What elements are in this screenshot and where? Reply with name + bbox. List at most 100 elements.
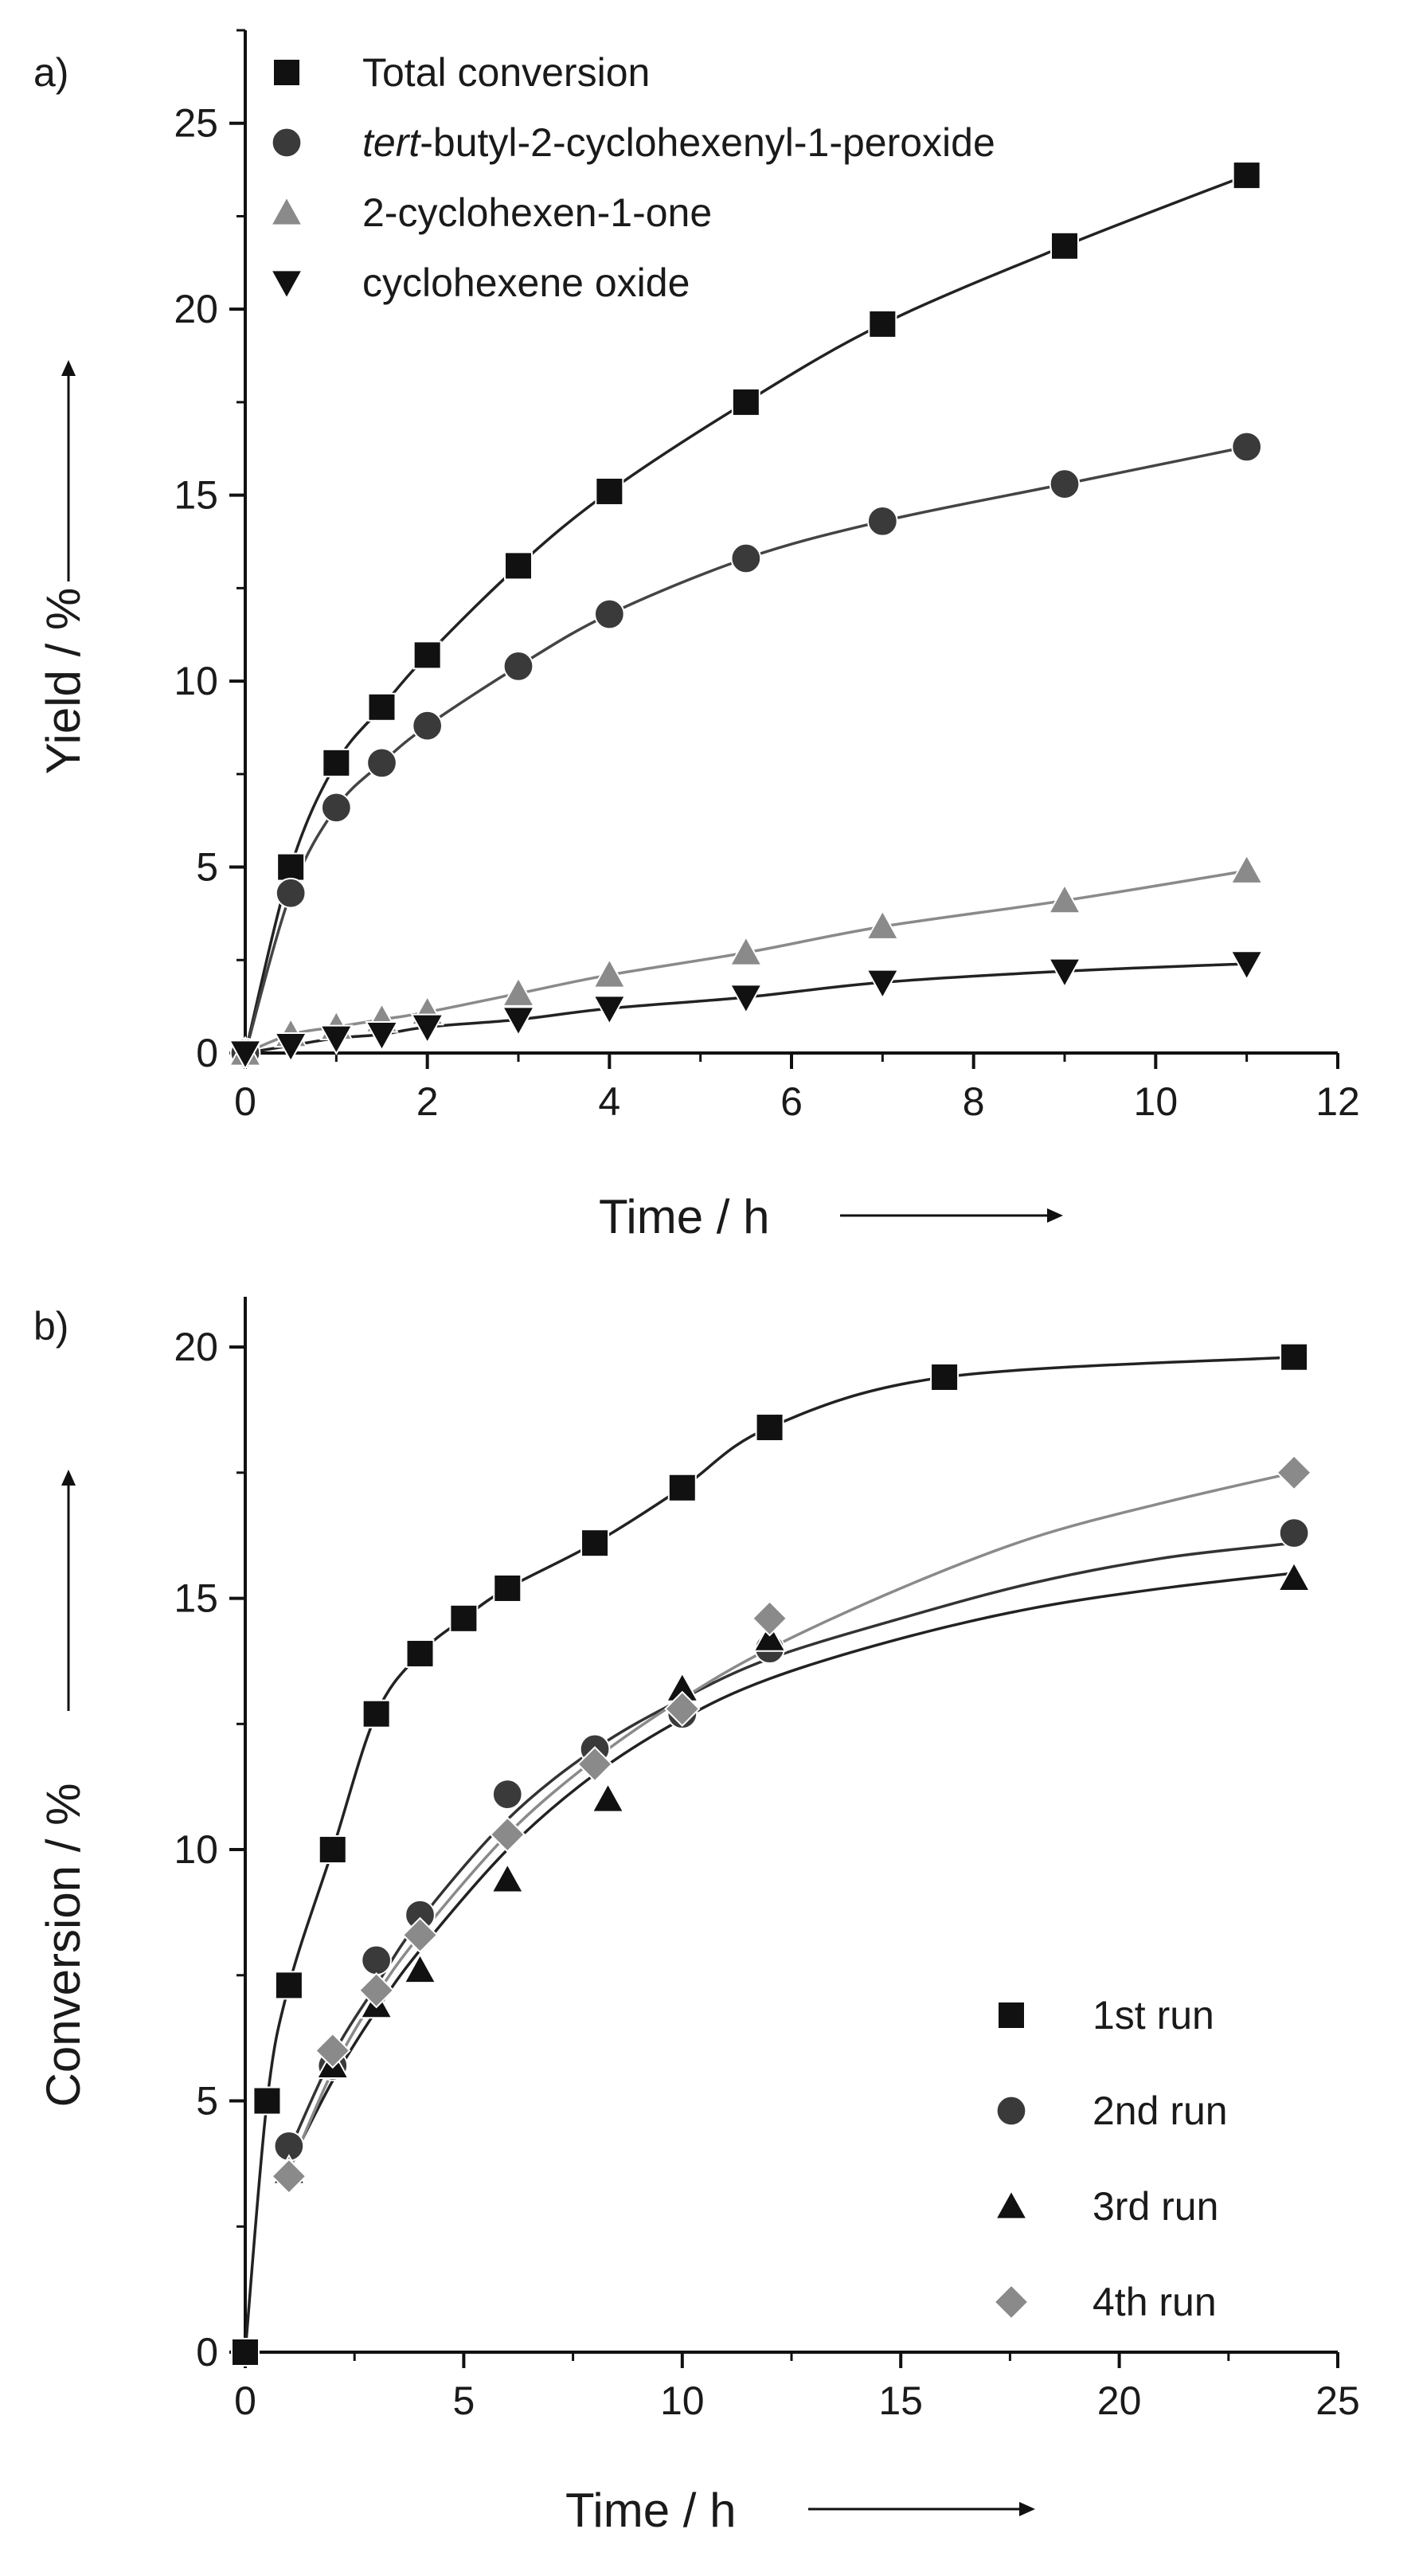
- panel-a-series-3-point: [592, 957, 627, 989]
- panel-b-x-tick-label: 10: [660, 2378, 705, 2423]
- panel-b-series-1-point: [449, 1603, 479, 1633]
- panel-b-series-3-point: [1276, 1560, 1311, 1591]
- panel-b-series-1-point: [274, 1971, 303, 2000]
- panel-b-axis-arrows: [61, 1470, 1035, 2516]
- panel-b-series-1-point: [755, 1413, 784, 1443]
- panel-b-series-1-point: [318, 1835, 347, 1865]
- panel-b-series-2-point: [491, 1779, 523, 1811]
- panel-a-x-tick-label: 12: [1315, 1079, 1360, 1124]
- panel-b-markers: [231, 1342, 1312, 2367]
- panel-a-legend: Total conversion tert-butyl-2-cyclohexeny…: [269, 50, 995, 305]
- panel-b-series-3-point: [491, 1862, 525, 1893]
- panel-b-series-1-point: [1280, 1342, 1309, 1372]
- panel-b-legend-marker-4: [993, 2284, 1030, 2320]
- panel-b-x-tick-label: 0: [234, 2378, 256, 2423]
- panel-a-legend-label-3: 2-cyclohexen-1-one: [362, 190, 712, 235]
- panel-b-x-tick-label: 25: [1315, 2378, 1360, 2423]
- panel-a-series-2-point: [866, 505, 898, 537]
- panel-a-series-4-point: [1047, 957, 1082, 989]
- panel-a-series-1-point: [1050, 231, 1079, 260]
- panel-a-series-4-point: [410, 1013, 444, 1044]
- panel-a-x-tick-label: 0: [234, 1079, 256, 1124]
- panel-a-legend-marker-3: [269, 195, 304, 226]
- panel-b-series-1-point: [231, 2338, 260, 2367]
- panel-a-series-4-point: [365, 1021, 399, 1052]
- panel-b-series-4-point: [358, 1972, 395, 2009]
- panel-b-y-axis-label: Conversion / %: [37, 1783, 90, 2108]
- panel-a-series-1-point: [276, 852, 306, 882]
- panel-b-series-4-point: [751, 1600, 788, 1637]
- panel-a-series-4-point: [501, 1006, 536, 1037]
- panel-b-series-1-point: [362, 1699, 391, 1728]
- panel-b-chart: b) 0 5 10 15 20 25 0 5 10 15 20 Conversion / % Tim…: [33, 1297, 1360, 2537]
- panel-a-series-4-point: [729, 984, 764, 1015]
- panel-b-legend-marker-1: [997, 2001, 1026, 2030]
- panel-b-series-3-point: [403, 1952, 437, 1984]
- panel-b-x-arrow-head: [1019, 2502, 1035, 2516]
- panel-b-series-1-point: [580, 1529, 610, 1558]
- panel-b-x-tick-label: 20: [1097, 2378, 1142, 2423]
- panel-a-series-1-point: [868, 309, 897, 339]
- panel-a-series-3-point: [729, 935, 764, 966]
- panel-b-series-4-point: [664, 1690, 701, 1728]
- panel-b-x-tick-label: 5: [452, 2378, 475, 2423]
- panel-a-legend-marker-2: [271, 127, 303, 159]
- panel-a-series-3-point: [866, 909, 900, 940]
- panel-a-series-3-point: [501, 976, 536, 1007]
- panel-a-series-1-point: [1232, 161, 1261, 190]
- panel-b-legend: 1st run 2nd run 3rd run 4th run: [993, 1993, 1228, 2324]
- panel-a-series-3-point: [1229, 853, 1264, 884]
- panel-a-x-arrow-head: [1047, 1208, 1063, 1223]
- panel-a-series-4-point: [273, 1032, 308, 1063]
- panel-b-series-3-point: [752, 1621, 787, 1652]
- panel-a-legend-label-4: cyclohexene oxide: [362, 260, 690, 305]
- panel-a-axis-arrows: [61, 360, 1063, 1223]
- panel-a-series-2-point: [366, 747, 397, 779]
- panel-b-y-arrow-head: [61, 1470, 76, 1486]
- panel-a-y-axis-label: Yield / %: [37, 588, 90, 775]
- panel-a-y-arrow-head: [61, 360, 76, 376]
- panel-a-label: a): [33, 50, 68, 95]
- panel-a-series-1-point: [595, 476, 624, 506]
- panel-a-series-2-point: [320, 792, 352, 824]
- panel-a-y-tick-label: 20: [174, 287, 218, 331]
- panel-b-series-2-point: [361, 1944, 393, 1976]
- panel-a-series-line-2: [244, 445, 1248, 1054]
- panel-a-series-4-point: [319, 1024, 354, 1055]
- panel-b-legend-marker-3: [994, 2189, 1029, 2220]
- panel-a-x-tick-label: 8: [963, 1079, 985, 1124]
- panel-a-series-3-point: [1047, 883, 1082, 914]
- panel-b-series-2-point: [1278, 1517, 1310, 1548]
- panel-b-label: b): [33, 1304, 68, 1349]
- panel-a-y-tick-label: 25: [174, 101, 218, 146]
- panel-b-y-tick-label: 5: [196, 2079, 218, 2124]
- panel-a-axes: 0 2 4 6 8 10 12 0 5 10 15 20 25: [174, 29, 1360, 1124]
- panel-a-series-1-point: [731, 387, 760, 417]
- panel-a-legend-marker-1: [272, 58, 301, 87]
- panel-a-series-2-point: [502, 651, 534, 682]
- panel-b-series-4-point: [489, 1816, 526, 1853]
- panel-b-y-tick-label: 10: [174, 1827, 218, 1872]
- panel-b-series-3-point: [591, 1782, 625, 1813]
- panel-b-x-tick-label: 15: [878, 2378, 923, 2423]
- panel-a-y-tick-label: 15: [174, 473, 218, 518]
- panel-a-legend-label-italic: tert: [362, 120, 421, 165]
- panel-a-x-tick-label: 6: [780, 1079, 803, 1124]
- panel-b-series-1-point: [493, 1573, 522, 1603]
- panel-a-y-tick-label: 5: [196, 845, 218, 890]
- panel-a-series-2-point: [1231, 431, 1263, 463]
- panel-a-series-2-point: [593, 598, 625, 630]
- panel-a-series-4-point: [228, 1039, 263, 1071]
- panel-a-x-axis-label: Time / h: [599, 1190, 769, 1243]
- panel-b-series-4-point: [1276, 1454, 1312, 1491]
- panel-a-legend-label-rest: -butyl-2-cyclohexenyl-1-peroxide: [420, 120, 995, 165]
- panel-a-markers: [228, 161, 1264, 1071]
- panel-a-y-tick-label: 0: [196, 1031, 218, 1075]
- panel-a-x-tick-label: 4: [598, 1079, 620, 1124]
- panel-b-series-4-point: [401, 1916, 439, 1953]
- panel-b-series-4-point: [315, 2032, 351, 2069]
- panel-a-series-1-point: [322, 748, 351, 777]
- panel-a-legend-label-1: Total conversion: [362, 50, 650, 95]
